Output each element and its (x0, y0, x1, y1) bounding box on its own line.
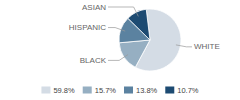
legend-label: 15.7% (95, 86, 117, 95)
chart: WHITE BLACK HISPANIC ASIAN 59.8% 15.7% 13.8% 10… (0, 0, 240, 100)
legend-swatch (124, 87, 133, 94)
slice-label: WHITE (194, 42, 220, 51)
annotations: WHITE BLACK HISPANIC ASIAN (69, 3, 220, 65)
legend-swatch (165, 87, 174, 94)
legend-label: 13.8% (136, 86, 158, 95)
legend: 59.8% 15.7% 13.8% 10.7% (41, 86, 198, 95)
legend-label: 59.8% (53, 86, 75, 95)
leader-line (108, 7, 138, 16)
legend-swatch (83, 87, 92, 94)
slice-label: HISPANIC (69, 23, 106, 32)
leader-line (108, 55, 128, 61)
slice-label: BLACK (80, 56, 107, 65)
pie-slice (119, 40, 150, 67)
slice-label: ASIAN (82, 3, 106, 12)
legend-label: 10.7% (177, 86, 199, 95)
leader-line (176, 45, 192, 47)
leader-line (108, 28, 125, 32)
pie-slice (128, 9, 150, 40)
legend-swatch (41, 87, 50, 94)
pie (119, 9, 181, 71)
